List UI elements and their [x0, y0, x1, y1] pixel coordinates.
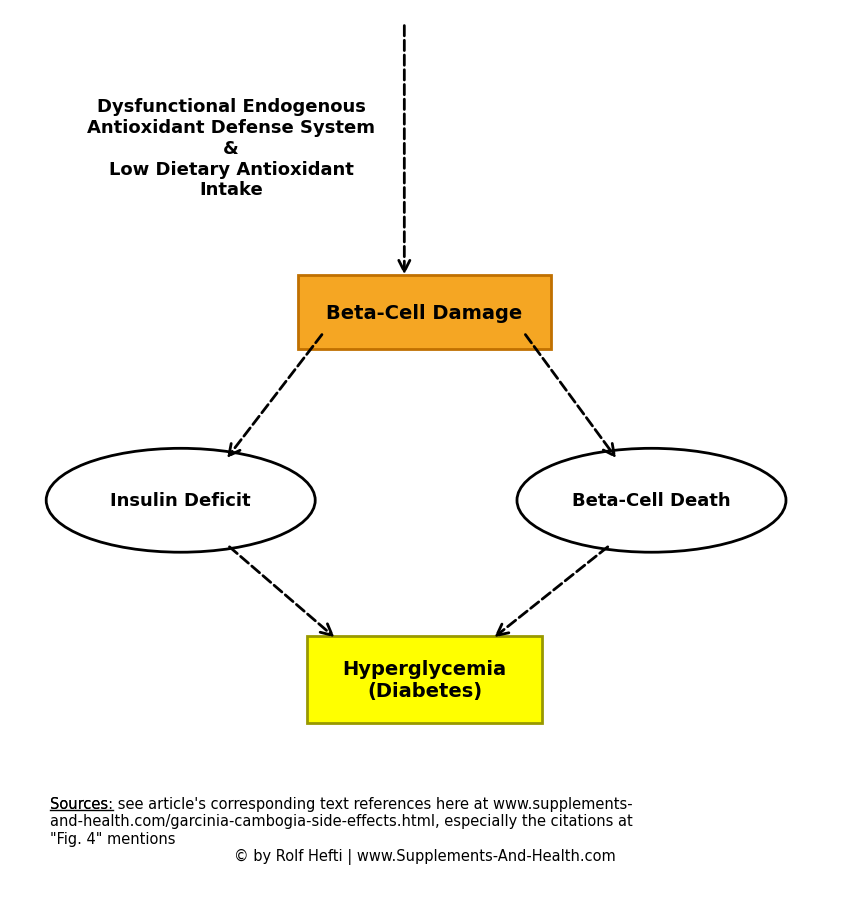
FancyBboxPatch shape [306, 636, 543, 723]
Text: Sources: Sources [50, 796, 109, 811]
Text: Hyperglycemia
(Diabetes): Hyperglycemia (Diabetes) [342, 659, 507, 700]
Text: Dysfunctional Endogenous
Antioxidant Defense System
&
Low Dietary Antioxidant
In: Dysfunctional Endogenous Antioxidant Def… [87, 98, 375, 200]
Text: Beta-Cell Death: Beta-Cell Death [572, 492, 731, 509]
FancyBboxPatch shape [298, 276, 551, 349]
Ellipse shape [517, 449, 786, 553]
Text: © by Rolf Hefti | www.Supplements-And-Health.com: © by Rolf Hefti | www.Supplements-And-He… [233, 848, 616, 864]
Text: Sources: see article's corresponding text references here at www.supplements-
an: Sources: see article's corresponding tex… [50, 796, 633, 846]
Text: Beta-Cell Damage: Beta-Cell Damage [326, 303, 523, 322]
Ellipse shape [46, 449, 315, 553]
Text: Insulin Deficit: Insulin Deficit [110, 492, 251, 509]
